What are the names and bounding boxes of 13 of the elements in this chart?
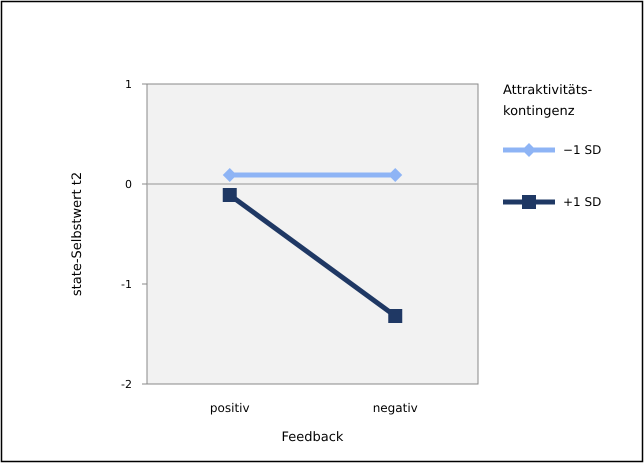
y-tick-label: -1 xyxy=(121,278,132,291)
point xyxy=(222,188,237,202)
y-tick-label: 0 xyxy=(125,178,132,191)
x-tick-label: positiv xyxy=(210,401,250,415)
point xyxy=(388,309,402,323)
legend-label: +1 SD xyxy=(563,195,602,209)
y-tick-label: 1 xyxy=(125,78,132,91)
x-tick-label: negativ xyxy=(372,401,418,415)
x-axis-title: Feedback xyxy=(282,430,344,445)
legend-title: Attraktivitäts- kontingenz xyxy=(503,83,593,119)
y-tick-label: -2 xyxy=(121,378,132,391)
y-axis-title: state-Selbstwert t2 xyxy=(70,172,85,296)
legend-label: −1 SD xyxy=(563,143,602,157)
